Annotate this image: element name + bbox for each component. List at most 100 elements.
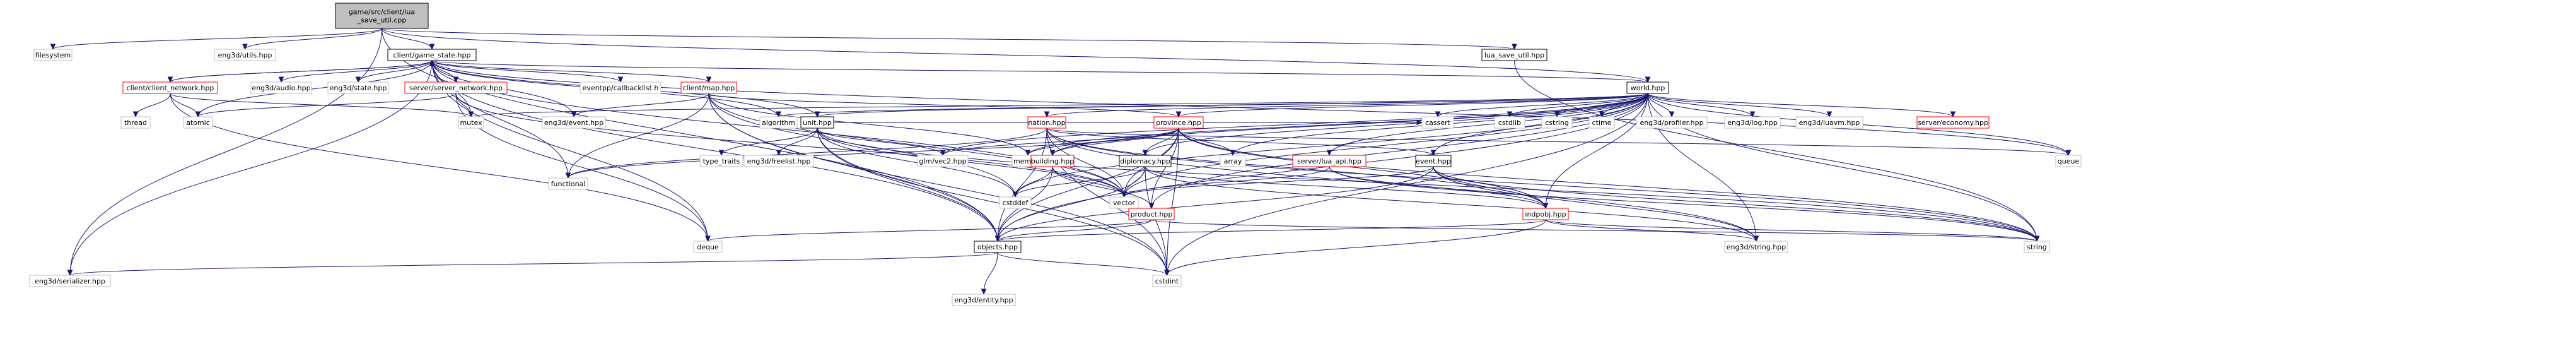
edge-event-to-vector [1121, 166, 1434, 198]
node-label: client/game_state.hpp [393, 51, 471, 59]
node-label: atomic [186, 119, 210, 127]
edge-nation-to-event [1046, 128, 1437, 157]
edge-game_state-to-client_map [431, 60, 712, 83]
edge-indpobj-to-string [1545, 219, 2040, 242]
node-cassert: cassert [1421, 116, 1454, 129]
node-unit[interactable]: unit.hpp [800, 116, 834, 129]
edge-client_network-to-game_state [170, 59, 435, 83]
node-label: eng3d/utils.hpp [218, 51, 272, 59]
node-client-network[interactable]: client/client_network.hpp [122, 81, 218, 94]
node-label: indpobj.hpp [1525, 210, 1566, 218]
node-label: event.hpp [1416, 157, 1451, 165]
edge-game_state-to-world [431, 60, 1651, 83]
node-building[interactable]: building.hpp [1030, 155, 1075, 167]
node-luavm: eng3d/luavm.hpp [1795, 116, 1863, 129]
node-label: deque [697, 243, 719, 251]
node-label: product.hpp [1131, 210, 1173, 218]
node-lua-api[interactable]: server/lua_api.hpp [1292, 155, 1367, 167]
edge-game_state-to-vector [431, 60, 1127, 198]
edge-world-to-product [1148, 93, 1648, 210]
node-world[interactable]: world.hpp [1626, 81, 1669, 94]
node-nation[interactable]: nation.hpp [1027, 116, 1066, 129]
node-label: eventpp/callbacklist.h [583, 84, 659, 92]
edge-world-to-unit [814, 93, 1648, 118]
edge-client_network-to-deque [170, 93, 711, 242]
edge-world-to-mutex [468, 93, 1648, 118]
node-profiler: eng3d/profiler.hpp [1636, 116, 1708, 129]
node-label: glm/vec2.hpp [919, 157, 966, 165]
node-label: server/lua_api.hpp [1297, 157, 1361, 165]
edge-diplomacy-to-eng3d_string [1145, 166, 1759, 242]
node-server-network[interactable]: server/server_network.hpp [404, 81, 508, 94]
node-client-map[interactable]: client/map.hpp [680, 81, 737, 94]
edge-game_state-to-audio [278, 60, 433, 83]
node-label: province.hpp [1156, 119, 1201, 127]
node-functional: functional [548, 177, 588, 190]
edge-indpobj-to-objects [994, 219, 1546, 242]
edge-lua_save-to-string [1514, 60, 2040, 242]
node-label: array [1224, 157, 1242, 165]
node-label: client/client_network.hpp [127, 84, 214, 92]
edge-game_state-to-state [355, 60, 433, 83]
node-atomic: atomic [183, 116, 213, 129]
edge-product-to-deque [705, 219, 1152, 242]
edge-province-to-product [1148, 128, 1179, 210]
node-economy[interactable]: server/economy.hpp [1916, 116, 1990, 129]
edge-root-to-lua_save [382, 28, 1517, 51]
edge-world-to-cassert [1435, 93, 1648, 118]
edge-unit-to-type_traits [718, 128, 818, 157]
node-label: diplomacy.hpp [1120, 157, 1170, 165]
node-label: client/map.hpp [683, 84, 735, 92]
node-label: nation.hpp [1028, 119, 1065, 127]
node-label: string [2027, 243, 2047, 251]
node-lua-save[interactable]: lua_save_util.hpp [1481, 49, 1547, 61]
edge-game_state-to-eventpp [431, 60, 624, 83]
node-indpobj[interactable]: indpobj.hpp [1522, 208, 1569, 220]
node-cstdlib: cstdlib [1494, 116, 1525, 129]
node-label: eng3d/audio.hpp [252, 84, 310, 92]
node-label: cassert [1425, 119, 1451, 127]
edge-unit-to-freelist [776, 128, 818, 157]
node-cstdint: cstdint [1152, 275, 1182, 287]
node-event[interactable]: event.hpp [1415, 155, 1452, 167]
edge-diplomacy-to-cstddef [1012, 166, 1146, 198]
node-label: server/server_network.hpp [409, 84, 503, 92]
edge-world-to-cstdlib [1507, 93, 1648, 118]
edge-province-to-cstdint [1164, 128, 1179, 277]
edge-objects-to-entity [981, 252, 998, 295]
node-objects[interactable]: objects.hpp [974, 241, 1022, 253]
edge-province-to-indpobj [1178, 128, 1549, 210]
node-cstring: cstring [1541, 116, 1573, 129]
edge-province-to-diplomacy [1142, 128, 1179, 157]
edge-game_state-to-queue [431, 60, 2072, 157]
edge-world-to-luavm [1647, 93, 1833, 118]
edge-world-to-profiler [1647, 93, 1675, 118]
node-label: vector [1113, 199, 1135, 207]
node-label: mutex [460, 119, 482, 127]
node-province[interactable]: province.hpp [1153, 116, 1204, 129]
node-string: string [2024, 241, 2050, 253]
edge-objects-to-serializer [67, 252, 998, 277]
node-deque: deque [693, 241, 723, 253]
node-product[interactable]: product.hpp [1128, 208, 1175, 220]
node-thread: thread [120, 116, 151, 129]
node-game-state[interactable]: client/game_state.hpp [387, 49, 477, 61]
node-label: functional [551, 180, 586, 188]
node-label: eng3d/string.hpp [1727, 243, 1786, 251]
node-serializer: eng3d/serializer.hpp [29, 275, 111, 287]
node-audio: eng3d/audio.hpp [250, 81, 312, 94]
node-label: eng3d/log.hpp [1727, 119, 1778, 127]
node-label: world.hpp [1631, 84, 1665, 92]
node-label: eng3d/luavm.hpp [1799, 119, 1860, 127]
node-label: unit.hpp [803, 119, 832, 127]
node-label: algorithm [762, 119, 795, 127]
node-label: thread [124, 119, 147, 127]
node-label: cstdlib [1498, 119, 1521, 127]
edge-world-to-log [1647, 93, 1756, 118]
node-utils: eng3d/utils.hpp [214, 49, 276, 61]
node-diplomacy[interactable]: diplomacy.hpp [1119, 155, 1172, 167]
edge-root-to-utils [242, 28, 382, 51]
node-label: filesystem [35, 51, 71, 59]
node-entity: eng3d/entity.hpp [952, 294, 1016, 306]
